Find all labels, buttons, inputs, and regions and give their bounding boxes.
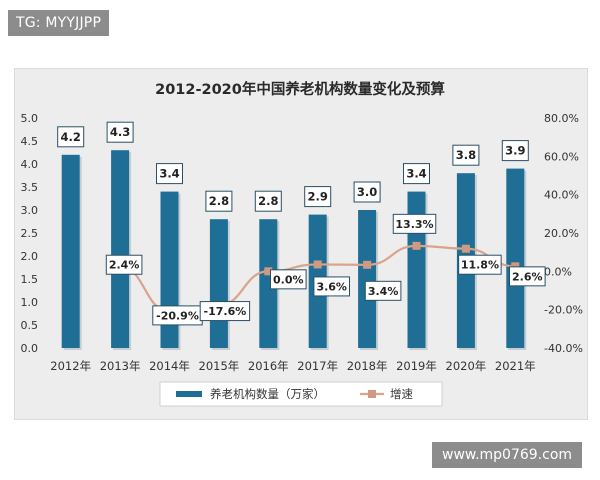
bar-label-box [452, 144, 480, 166]
bar [259, 219, 278, 348]
left-tick-label: 3.5 [21, 181, 39, 194]
pct-value-label: 0.0% [273, 273, 304, 286]
watermark-top: TG: MYYJJPP [8, 10, 110, 36]
x-tick-label: 2015年 [199, 359, 240, 373]
pct-label-box [270, 269, 307, 290]
bar-value-label: 2.8 [258, 194, 278, 208]
left-tick-label: 0.0 [21, 342, 39, 355]
bar [506, 168, 525, 348]
bar-value-label: 3.0 [357, 185, 377, 199]
bar-label-box [106, 121, 134, 143]
legend-bar-label: 养老机构数量（万家） [210, 387, 325, 401]
bar-value-label: 3.4 [159, 167, 179, 181]
left-tick-label: 5.0 [21, 112, 39, 125]
left-tick-label: 2.5 [21, 227, 39, 240]
bar-label-box [501, 140, 529, 162]
bar-label-box [156, 163, 183, 185]
pct-value-label: 3.6% [316, 280, 347, 293]
x-tick-label: 2019年 [396, 359, 437, 373]
right-tick-label: 80.0% [544, 112, 579, 125]
pct-value-label: -17.6% [204, 305, 247, 318]
chart-title: 2012-2020年中国养老机构数量变化及预算 [155, 80, 445, 98]
legend-line-marker [368, 390, 376, 398]
bar-value-label: 3.8 [456, 148, 476, 162]
legend-box [159, 381, 443, 407]
left-tick-label: 1.0 [21, 296, 39, 309]
left-tick-label: 4.0 [21, 158, 39, 171]
pct-label-box [199, 301, 251, 322]
growth-marker [363, 260, 372, 269]
pct-value-label: 13.3% [395, 218, 433, 231]
bar-series [61, 150, 527, 350]
bar-value-label: 4.2 [61, 130, 81, 144]
bar-value-label: 2.9 [308, 190, 328, 204]
pct-label-box [509, 266, 546, 287]
left-tick-label: 0.5 [21, 319, 39, 332]
bar-label-box [205, 190, 233, 212]
legend-bar-swatch [176, 391, 202, 397]
left-tick-label: 1.5 [21, 273, 39, 286]
x-tick-label: 2018年 [347, 359, 388, 373]
right-tick-label: 20.0% [544, 227, 579, 240]
pct-value-label: -20.9% [156, 309, 199, 322]
growth-marker [461, 244, 470, 253]
bar-value-label: 3.4 [406, 167, 426, 181]
x-tick-label: 2013年 [100, 359, 141, 373]
bar-label-box [403, 163, 430, 185]
right-tick-label: -20.0% [544, 304, 583, 317]
right-tick-label: 60.0% [544, 150, 579, 163]
pct-label-box [392, 213, 437, 234]
bar [111, 150, 130, 348]
bar-value-label: 3.9 [505, 144, 525, 158]
pct-value-label: 3.4% [368, 285, 399, 298]
left-tick-label: 3.0 [21, 204, 39, 217]
pct-label-box [458, 254, 502, 275]
left-tick-label: 2.0 [21, 250, 39, 263]
left-axis: 0.0 0.5 1.0 1.5 2.0 2.5 3.0 3.5 4.0 4.5 5.0 [21, 112, 39, 355]
bar [61, 154, 80, 348]
x-tick-label: 2020年 [446, 359, 487, 373]
growth-marker [412, 241, 421, 250]
pct-label-box [105, 254, 143, 275]
bar-label-box [57, 126, 85, 148]
right-axis: -40.0% -20.0% 0.0% 20.0% 40.0% 60.0% 80.0% [544, 112, 583, 355]
pct-value-label: 2.6% [512, 270, 543, 283]
bar [209, 219, 228, 348]
pct-label-box [313, 276, 350, 297]
bar-labels: 4.2 4.3 3.4 2.8 2.8 2.9 3.0 3.4 3.8 3.9 [57, 121, 529, 212]
legend: 养老机构数量（万家） 增速 [159, 381, 443, 407]
bar-label-box [353, 181, 381, 203]
x-tick-label: 2021年 [495, 359, 536, 373]
x-tick-label: 2012年 [50, 359, 91, 373]
growth-marker [313, 260, 322, 269]
pct-labels: 2.4% -20.9% -17.6% 0.0% 3.6% 3.4% 13.3% 11.8% 2.… [105, 213, 546, 326]
left-tick-label: 4.5 [21, 135, 39, 148]
bar-value-label: 4.3 [110, 125, 130, 139]
x-axis: 2012年 2013年 2014年 2015年 2016年 2017年 2018年 2019年… [50, 359, 535, 373]
x-tick-label: 2017年 [297, 359, 338, 373]
x-tick-label: 2016年 [248, 359, 289, 373]
bar [358, 210, 377, 348]
pct-label-box [364, 280, 402, 301]
watermark-bottom: www.mp0769.com [432, 442, 583, 468]
legend-line-label: 增速 [390, 387, 413, 401]
growth-marker [264, 267, 273, 276]
bar-label-box [254, 190, 282, 212]
pct-value-label: 11.8% [461, 259, 499, 272]
bar-value-label: 2.8 [209, 194, 229, 208]
right-tick-label: 0.0% [544, 265, 572, 278]
pct-value-label: 2.4% [109, 259, 140, 272]
x-tick-label: 2014年 [149, 359, 190, 373]
bar-label-box [304, 186, 332, 208]
right-tick-label: 40.0% [544, 189, 579, 202]
right-tick-label: -40.0% [544, 342, 583, 355]
